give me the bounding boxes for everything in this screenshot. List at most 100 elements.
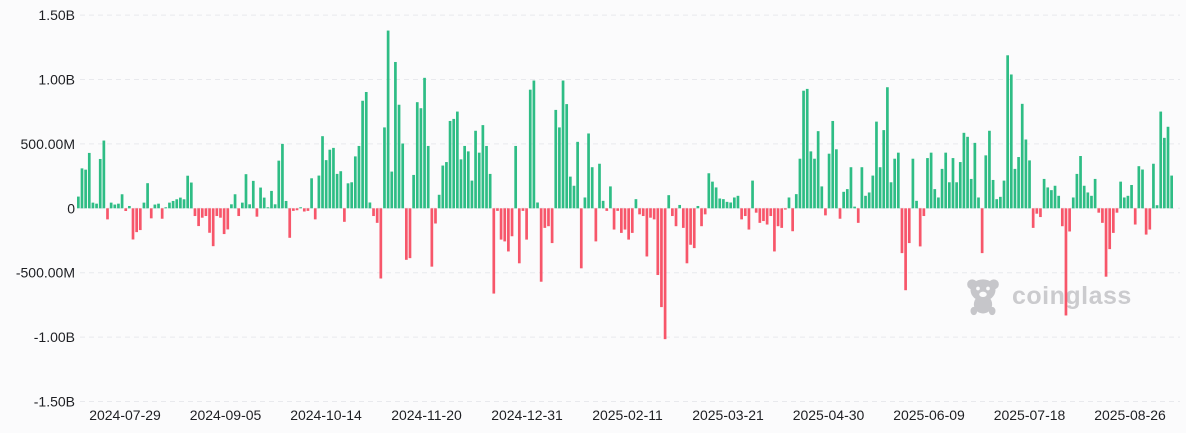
- bar[interactable]: [743, 208, 747, 217]
- bar[interactable]: [641, 208, 645, 217]
- bar[interactable]: [266, 207, 270, 209]
- bar[interactable]: [1119, 181, 1122, 209]
- bar[interactable]: [306, 208, 310, 211]
- bar[interactable]: [955, 182, 958, 209]
- bar[interactable]: [616, 208, 620, 211]
- bar[interactable]: [215, 208, 219, 217]
- bar[interactable]: [240, 202, 244, 209]
- bar[interactable]: [390, 171, 394, 209]
- bar[interactable]: [477, 152, 481, 209]
- bar[interactable]: [1028, 160, 1031, 209]
- bar[interactable]: [1079, 156, 1082, 209]
- bar[interactable]: [915, 200, 918, 209]
- bar[interactable]: [539, 208, 543, 282]
- bar[interactable]: [499, 208, 503, 240]
- bar[interactable]: [907, 208, 911, 244]
- bar[interactable]: [153, 204, 157, 209]
- bar[interactable]: [958, 162, 962, 209]
- bar[interactable]: [787, 197, 791, 209]
- bar[interactable]: [576, 141, 579, 209]
- bar[interactable]: [1133, 208, 1137, 225]
- bar[interactable]: [1039, 208, 1042, 218]
- bar[interactable]: [507, 208, 510, 252]
- bar[interactable]: [714, 187, 718, 209]
- bar[interactable]: [1020, 103, 1024, 209]
- bar[interactable]: [867, 192, 871, 209]
- bar[interactable]: [1046, 187, 1050, 209]
- bar[interactable]: [853, 206, 856, 209]
- bar[interactable]: [769, 208, 773, 217]
- bar[interactable]: [558, 127, 561, 209]
- bar[interactable]: [634, 199, 638, 209]
- bar[interactable]: [528, 89, 532, 209]
- bar[interactable]: [681, 208, 685, 228]
- bar[interactable]: [678, 204, 682, 209]
- bar[interactable]: [689, 208, 692, 245]
- bar[interactable]: [1017, 157, 1020, 209]
- bar[interactable]: [1042, 178, 1046, 209]
- bar[interactable]: [273, 204, 277, 209]
- bar[interactable]: [288, 208, 292, 238]
- bar[interactable]: [543, 208, 547, 228]
- bar[interactable]: [1068, 208, 1071, 232]
- bar[interactable]: [547, 208, 550, 227]
- bar[interactable]: [1006, 55, 1009, 209]
- bar[interactable]: [208, 208, 211, 233]
- bar[interactable]: [496, 208, 499, 211]
- bar[interactable]: [827, 153, 831, 209]
- bar[interactable]: [339, 171, 343, 209]
- bar[interactable]: [109, 202, 113, 209]
- bar[interactable]: [649, 208, 652, 218]
- bar[interactable]: [281, 143, 284, 209]
- bar[interactable]: [740, 208, 743, 220]
- bar[interactable]: [893, 158, 897, 209]
- bar[interactable]: [794, 194, 798, 209]
- bar[interactable]: [948, 182, 951, 209]
- bar[interactable]: [441, 165, 445, 209]
- bar[interactable]: [561, 80, 565, 209]
- bar[interactable]: [146, 183, 149, 209]
- bar[interactable]: [1152, 163, 1155, 209]
- bar[interactable]: [550, 208, 554, 244]
- bar[interactable]: [470, 180, 474, 209]
- bar[interactable]: [157, 203, 160, 209]
- bar[interactable]: [423, 77, 426, 209]
- bar[interactable]: [856, 208, 860, 223]
- bar[interactable]: [106, 208, 109, 220]
- bar[interactable]: [598, 163, 601, 209]
- bar[interactable]: [864, 195, 867, 209]
- bar[interactable]: [630, 208, 634, 233]
- bar[interactable]: [1075, 173, 1079, 209]
- bar[interactable]: [565, 104, 569, 209]
- bar[interactable]: [131, 208, 135, 240]
- bar[interactable]: [747, 208, 751, 230]
- bar[interactable]: [1111, 208, 1115, 233]
- bar[interactable]: [991, 179, 995, 209]
- bar[interactable]: [1009, 74, 1013, 209]
- bar[interactable]: [1097, 208, 1101, 213]
- bar[interactable]: [623, 208, 627, 230]
- bar[interactable]: [1031, 208, 1035, 228]
- bar[interactable]: [1057, 195, 1061, 209]
- bar[interactable]: [244, 174, 248, 209]
- bar[interactable]: [230, 204, 233, 209]
- bar[interactable]: [773, 208, 776, 252]
- bar[interactable]: [120, 194, 124, 209]
- bar[interactable]: [590, 167, 594, 209]
- bar[interactable]: [605, 208, 609, 211]
- bar[interactable]: [809, 151, 813, 209]
- bar[interactable]: [1060, 208, 1064, 227]
- bar[interactable]: [696, 205, 700, 209]
- bar[interactable]: [875, 121, 878, 209]
- bar[interactable]: [219, 208, 222, 218]
- bar[interactable]: [736, 195, 740, 209]
- bar[interactable]: [980, 208, 984, 254]
- bar[interactable]: [612, 208, 616, 230]
- bar[interactable]: [346, 183, 350, 209]
- bar[interactable]: [568, 176, 572, 209]
- bar[interactable]: [211, 208, 215, 247]
- bar[interactable]: [1144, 208, 1148, 235]
- bar[interactable]: [456, 111, 459, 209]
- bar[interactable]: [128, 205, 131, 209]
- bar[interactable]: [671, 208, 674, 217]
